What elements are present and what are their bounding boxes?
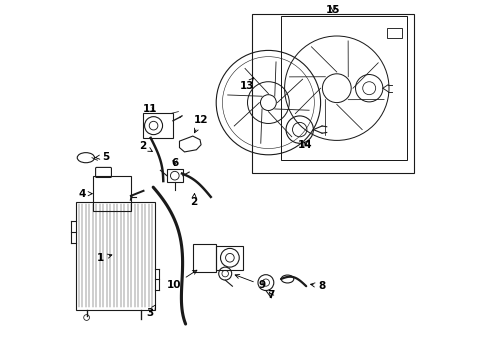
- Bar: [144, 113, 173, 138]
- Bar: [76, 202, 155, 310]
- Text: 11: 11: [143, 104, 157, 114]
- Text: 4: 4: [78, 189, 92, 199]
- Text: 10: 10: [167, 270, 197, 290]
- Text: 15: 15: [326, 5, 341, 15]
- Text: 9: 9: [235, 274, 266, 290]
- Text: 1: 1: [97, 253, 112, 264]
- Text: 14: 14: [298, 140, 313, 150]
- Text: 5: 5: [96, 152, 109, 162]
- Text: 3: 3: [147, 305, 156, 318]
- Text: 2: 2: [139, 141, 152, 152]
- Bar: [167, 169, 183, 182]
- Bar: [252, 14, 414, 173]
- Bar: [93, 176, 131, 211]
- Bar: [193, 244, 216, 272]
- Bar: [281, 16, 407, 160]
- Text: 8: 8: [311, 281, 326, 291]
- Text: 2: 2: [190, 194, 197, 207]
- Text: 6: 6: [171, 158, 178, 168]
- Bar: [216, 246, 243, 270]
- Bar: [387, 28, 402, 38]
- Text: 12: 12: [194, 114, 208, 133]
- Text: 7: 7: [268, 290, 275, 300]
- Text: 13: 13: [240, 78, 254, 91]
